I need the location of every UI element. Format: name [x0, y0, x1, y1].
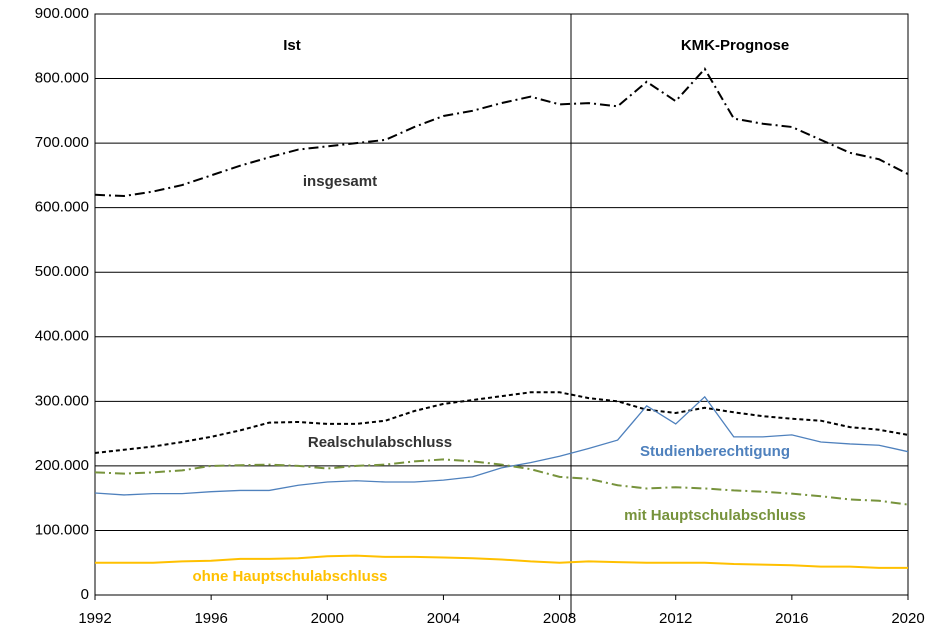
y-tick-label: 500.000	[35, 263, 89, 280]
series-line	[94, 458, 909, 506]
x-tick-label: 2004	[427, 610, 460, 627]
y-tick-label: 0	[81, 586, 89, 603]
series-line	[94, 67, 909, 198]
y-tick-label: 100.000	[35, 521, 89, 538]
series-label: Studienberechtigung	[640, 443, 790, 460]
annotation: Ist	[283, 37, 301, 54]
y-tick-label: 700.000	[35, 134, 89, 151]
x-tick-label: 2012	[659, 610, 692, 627]
x-tick-label: 2020	[891, 610, 924, 627]
x-tick-label: 1996	[194, 610, 227, 627]
x-tick-label: 2016	[775, 610, 808, 627]
series-line	[94, 391, 909, 454]
y-tick-label: 300.000	[35, 392, 89, 409]
series-label: Realschulabschluss	[308, 434, 452, 451]
x-tick-label: 2000	[311, 610, 344, 627]
y-tick-label: 900.000	[35, 5, 89, 22]
x-tick-label: 2008	[543, 610, 576, 627]
series-line	[95, 554, 908, 569]
series-label: mit Hauptschulabschluss	[624, 507, 806, 524]
series-line	[94, 395, 909, 496]
y-tick-label: 600.000	[35, 199, 89, 216]
y-tick-label: 400.000	[35, 328, 89, 345]
y-tick-label: 200.000	[35, 457, 89, 474]
annotation: KMK-Prognose	[681, 37, 789, 54]
series-label: insgesamt	[303, 173, 377, 190]
x-tick-label: 1992	[78, 610, 111, 627]
series-label: ohne Hauptschulabschluss	[192, 568, 387, 585]
y-tick-label: 800.000	[35, 70, 89, 87]
